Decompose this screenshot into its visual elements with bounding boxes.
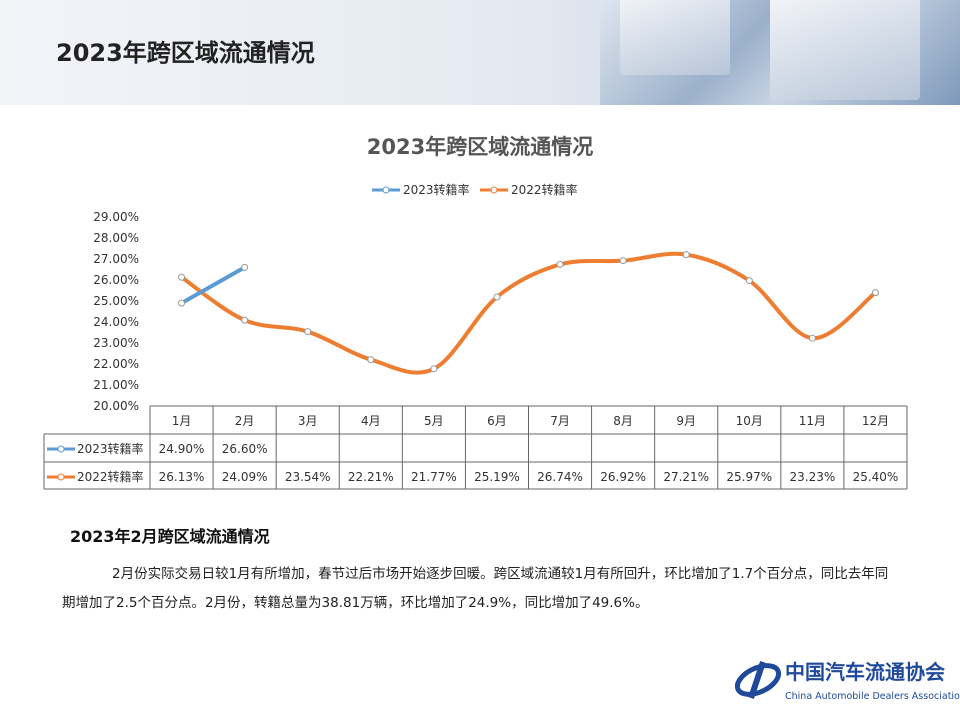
decor-cube bbox=[620, 0, 730, 75]
data-label: 26.74% bbox=[537, 470, 583, 484]
section-title: 2023年2月跨区域流通情况 bbox=[70, 527, 270, 546]
page-title: 2023年跨区域流通情况 bbox=[56, 39, 315, 67]
data-point bbox=[178, 299, 186, 307]
legend-label: 2023转籍率 bbox=[403, 182, 470, 197]
series-line bbox=[179, 251, 878, 375]
y-tick-label: 26.00% bbox=[93, 273, 139, 287]
data-label: 24.09% bbox=[222, 470, 268, 484]
category-label: 8月 bbox=[613, 414, 633, 428]
category-label: 4月 bbox=[361, 414, 381, 428]
data-label: 26.13% bbox=[159, 470, 205, 484]
category-label: 6月 bbox=[487, 414, 507, 428]
table-series-name: 2023转籍率 bbox=[77, 441, 144, 456]
data-point bbox=[808, 334, 816, 342]
data-label: 23.54% bbox=[285, 470, 331, 484]
category-label: 10月 bbox=[736, 414, 763, 428]
y-tick-label: 25.00% bbox=[93, 294, 139, 308]
y-tick-label: 27.00% bbox=[93, 252, 139, 266]
y-tick-label: 23.00% bbox=[93, 336, 139, 350]
category-label: 12月 bbox=[862, 414, 889, 428]
data-label: 21.77% bbox=[411, 470, 457, 484]
data-point bbox=[745, 277, 753, 285]
legend-marker bbox=[382, 186, 390, 194]
data-point bbox=[619, 257, 627, 265]
category-label: 3月 bbox=[298, 414, 318, 428]
category-label: 2月 bbox=[235, 414, 255, 428]
category-label: 1月 bbox=[172, 414, 192, 428]
cada-logo: 中国汽车流通协会 China Automobile Dealers Associ… bbox=[733, 660, 960, 716]
data-label: 23.23% bbox=[789, 470, 835, 484]
legend-label: 2022转籍率 bbox=[511, 182, 578, 197]
y-tick-label: 24.00% bbox=[93, 315, 139, 329]
series-line bbox=[179, 265, 247, 306]
category-label: 9月 bbox=[676, 414, 696, 428]
y-tick-label: 20.00% bbox=[93, 399, 139, 413]
y-tick-label: 29.00% bbox=[93, 210, 139, 224]
data-point bbox=[493, 293, 501, 301]
data-point bbox=[871, 289, 879, 297]
chart-title: 2023年跨区域流通情况 bbox=[366, 135, 594, 159]
data-point bbox=[556, 260, 564, 268]
data-point bbox=[241, 316, 249, 324]
y-tick-label: 22.00% bbox=[93, 357, 139, 371]
data-label: 25.19% bbox=[474, 470, 520, 484]
category-label: 5月 bbox=[424, 414, 444, 428]
data-label: 25.40% bbox=[853, 470, 899, 484]
data-label: 27.21% bbox=[663, 470, 709, 484]
data-label: 26.92% bbox=[600, 470, 646, 484]
logo-chinese-name: 中国汽车流通协会 bbox=[785, 660, 945, 684]
data-point bbox=[430, 365, 438, 373]
data-point bbox=[304, 328, 312, 336]
legend-marker bbox=[490, 186, 498, 194]
table-legend-marker bbox=[57, 473, 65, 481]
y-tick-label: 28.00% bbox=[93, 231, 139, 245]
data-point bbox=[241, 263, 249, 271]
data-label: 25.97% bbox=[726, 470, 772, 484]
data-point bbox=[367, 356, 375, 364]
y-tick-label: 21.00% bbox=[93, 378, 139, 392]
table-legend-marker bbox=[57, 445, 65, 453]
cada-logo-mark bbox=[734, 661, 782, 699]
data-point bbox=[682, 251, 690, 259]
section-paragraph: 2月份实际交易日较1月有所增加，春节过后市场开始逐步回暖。跨区域流通较1月有所回… bbox=[62, 566, 889, 611]
category-label: 7月 bbox=[550, 414, 570, 428]
data-label: 22.21% bbox=[348, 470, 394, 484]
decor-cube bbox=[770, 0, 920, 100]
header-banner: 2023年跨区域流通情况 bbox=[0, 0, 960, 105]
data-label: 24.90% bbox=[159, 442, 205, 456]
data-point bbox=[178, 273, 186, 281]
category-label: 11月 bbox=[799, 414, 826, 428]
table-series-name: 2022转籍率 bbox=[77, 469, 144, 484]
logo-english-name: China Automobile Dealers Association bbox=[785, 691, 960, 702]
data-label: 26.60% bbox=[222, 442, 268, 456]
